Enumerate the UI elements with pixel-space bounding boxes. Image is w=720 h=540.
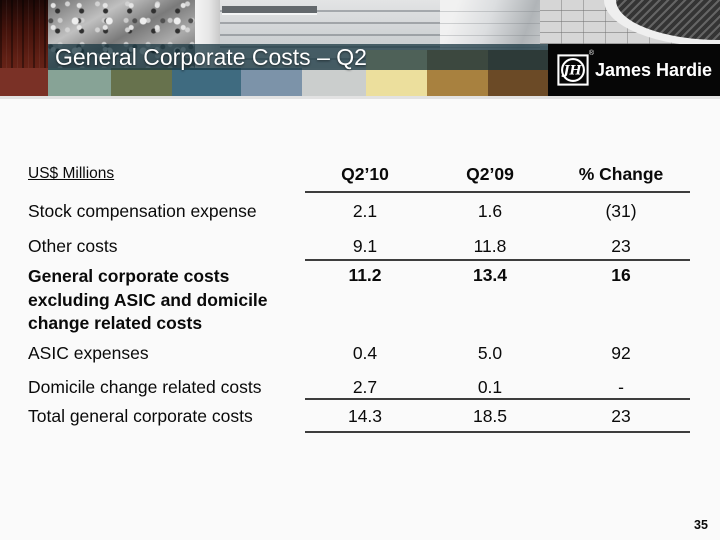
table-rule <box>305 398 690 400</box>
cell-value: 2.1 <box>352 201 378 221</box>
cell-value: 11.2 <box>348 265 382 285</box>
table-rule <box>305 191 690 193</box>
banner: General Corporate Costs – Q2 JH ® James … <box>0 0 720 96</box>
table-unit-label: US$ Millions <box>28 165 115 182</box>
cell-value: 92 <box>611 343 631 363</box>
row-label: Domicile change related costs <box>28 377 262 397</box>
slide-title: General Corporate Costs – Q2 <box>55 44 367 70</box>
cell-value: 11.8 <box>473 236 507 256</box>
cell-value: 23 <box>611 406 631 426</box>
cell-value: 0.4 <box>352 343 378 363</box>
table-rule <box>305 431 690 433</box>
accent-tile <box>302 68 366 96</box>
accent-tile <box>172 68 241 96</box>
cornice-detail <box>222 6 317 13</box>
cell-value: 9.1 <box>352 236 378 256</box>
banner-divider <box>0 96 720 99</box>
accent-tile <box>241 68 302 96</box>
cell-value: 14.3 <box>347 406 383 426</box>
james-hardie-logo: JH ® James Hardie <box>548 44 720 96</box>
cell-value: 2.7 <box>352 377 378 397</box>
column-header-q210: Q2’10 <box>341 164 389 184</box>
brand-name: James Hardie <box>595 59 713 80</box>
column-header-q209: Q2’09 <box>466 164 514 184</box>
cell-value: 5.0 <box>477 343 503 363</box>
accent-tile <box>111 68 172 96</box>
james-hardie-monogram-icon: JH ® <box>557 50 594 86</box>
row-label: Other costs <box>28 236 118 256</box>
table-rule <box>305 259 690 261</box>
row-label: ASIC expenses <box>28 343 149 363</box>
column-header-change: % Change <box>578 164 664 184</box>
cell-value: 13.4 <box>472 265 508 285</box>
row-label: Stock compensation expense <box>28 201 257 221</box>
title-bar: General Corporate Costs – Q2 <box>48 44 548 70</box>
cell-value: 18.5 <box>472 406 508 426</box>
row-label: General corporate costs excluding ASIC a… <box>28 266 268 333</box>
page-number: 35 <box>694 518 708 532</box>
cell-value: 1.6 <box>477 201 503 221</box>
row-label: Total general corporate costs <box>28 406 253 426</box>
registered-trademark-symbol: ® <box>588 50 594 57</box>
cell-value: 16 <box>611 265 631 285</box>
cell-value: 0.1 <box>477 377 503 397</box>
cell-value: - <box>618 377 624 397</box>
cell-value: 23 <box>611 236 631 256</box>
accent-tile <box>0 68 48 96</box>
accent-tile <box>48 68 111 96</box>
svg-text:JH: JH <box>562 63 583 78</box>
cell-value: (31) <box>605 201 637 221</box>
